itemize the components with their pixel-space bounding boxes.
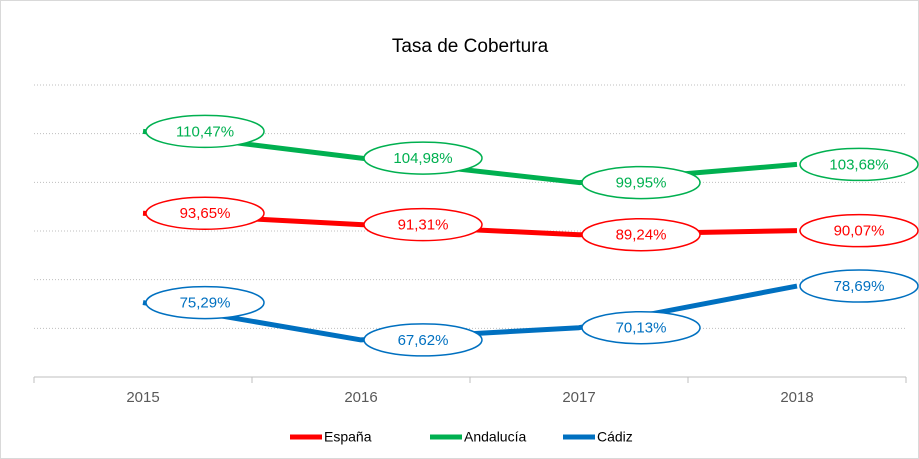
x-tick-label: 2018: [780, 389, 813, 406]
data-label: 78,69%: [834, 278, 885, 295]
data-label: 75,29%: [180, 295, 231, 312]
data-label: 70,13%: [616, 320, 667, 337]
legend-label: Cádiz: [597, 429, 633, 445]
data-label-bubble: [799, 147, 919, 182]
data-label-bubble: [363, 207, 483, 242]
data-label: 99,95%: [616, 175, 667, 192]
data-label-bubble: [581, 165, 701, 200]
data-label-bubble: [363, 323, 483, 357]
data-label-bubble: [581, 217, 701, 252]
x-tick-label: 2016: [344, 389, 377, 406]
chart-title: Tasa de Cobertura: [392, 36, 549, 57]
data-label: 89,24%: [616, 227, 667, 244]
legend-label: España: [324, 429, 372, 445]
data-label: 93,65%: [180, 205, 231, 222]
data-label: 90,07%: [834, 223, 885, 240]
data-label-bubble: [363, 141, 483, 175]
data-label: 110,47%: [176, 123, 234, 140]
x-tick-label: 2015: [126, 389, 159, 406]
x-tick-label: 2017: [562, 389, 595, 406]
data-label: 103,68%: [829, 156, 888, 173]
data-label-bubble: [581, 310, 701, 345]
legend-label: Andalucía: [464, 429, 526, 445]
data-label-bubble: [145, 114, 265, 149]
data-label-bubble: [799, 269, 919, 303]
data-label-bubble: [145, 285, 265, 320]
data-label: 104,98%: [393, 150, 452, 167]
data-label-bubble: [145, 196, 265, 230]
data-label-bubble: [799, 213, 919, 248]
data-label: 67,62%: [398, 332, 449, 349]
data-label: 91,31%: [398, 217, 449, 234]
